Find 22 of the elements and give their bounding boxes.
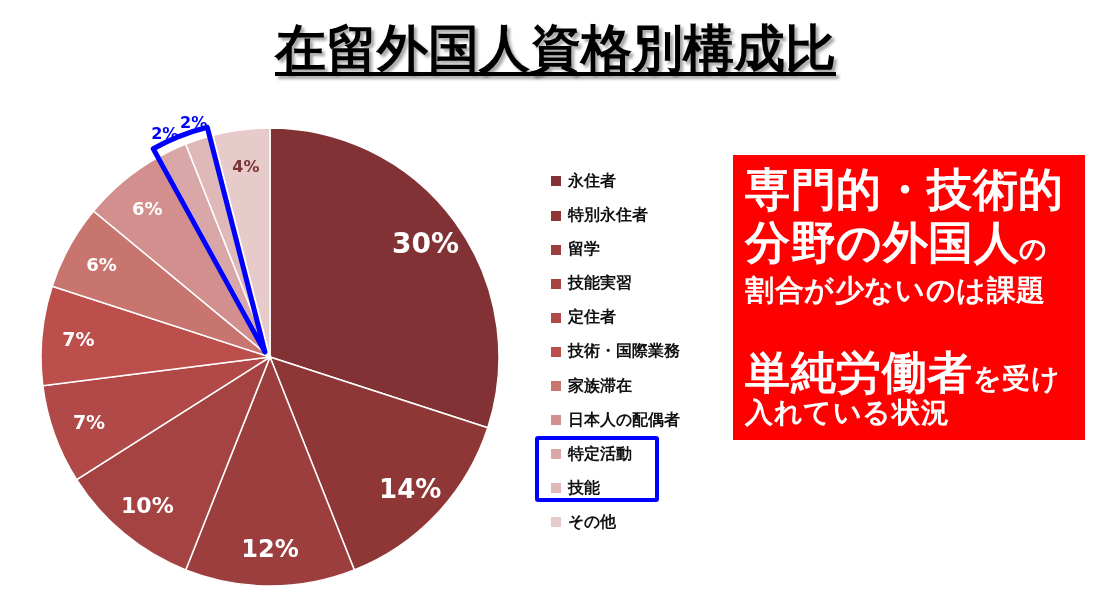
legend-label: 家族滞在 — [568, 375, 632, 397]
data-label: 6% — [86, 253, 117, 275]
legend-label: その他 — [568, 511, 616, 533]
legend-label: 永住者 — [568, 170, 616, 192]
data-label: 14% — [379, 473, 442, 504]
data-label: 7% — [62, 327, 95, 350]
data-label: 10% — [121, 492, 174, 518]
data-label: 30% — [392, 227, 460, 261]
data-label: 7% — [72, 411, 106, 434]
legend-label: 特定活動 — [568, 443, 632, 465]
legend-label: 特別永住者 — [568, 205, 648, 227]
callout-box: 専門的・技術的 分野の外国人の 割合が少ないのは課題 単純労働者を受け 入れている状況 — [733, 155, 1085, 440]
data-label: 12% — [241, 535, 299, 564]
legend-label: 技能実習 — [568, 273, 632, 295]
legend-label: 技術・国際業務 — [568, 341, 680, 363]
data-label: 6% — [132, 198, 163, 220]
legend-label: 日本人の配偶者 — [568, 409, 680, 431]
legend-label: 技能 — [568, 477, 600, 499]
data-label: 4% — [232, 156, 260, 176]
legend-label: 定住者 — [568, 307, 616, 329]
chart-title: 在留外国人資格別構成比 — [275, 19, 836, 78]
legend-label: 留学 — [568, 239, 600, 261]
